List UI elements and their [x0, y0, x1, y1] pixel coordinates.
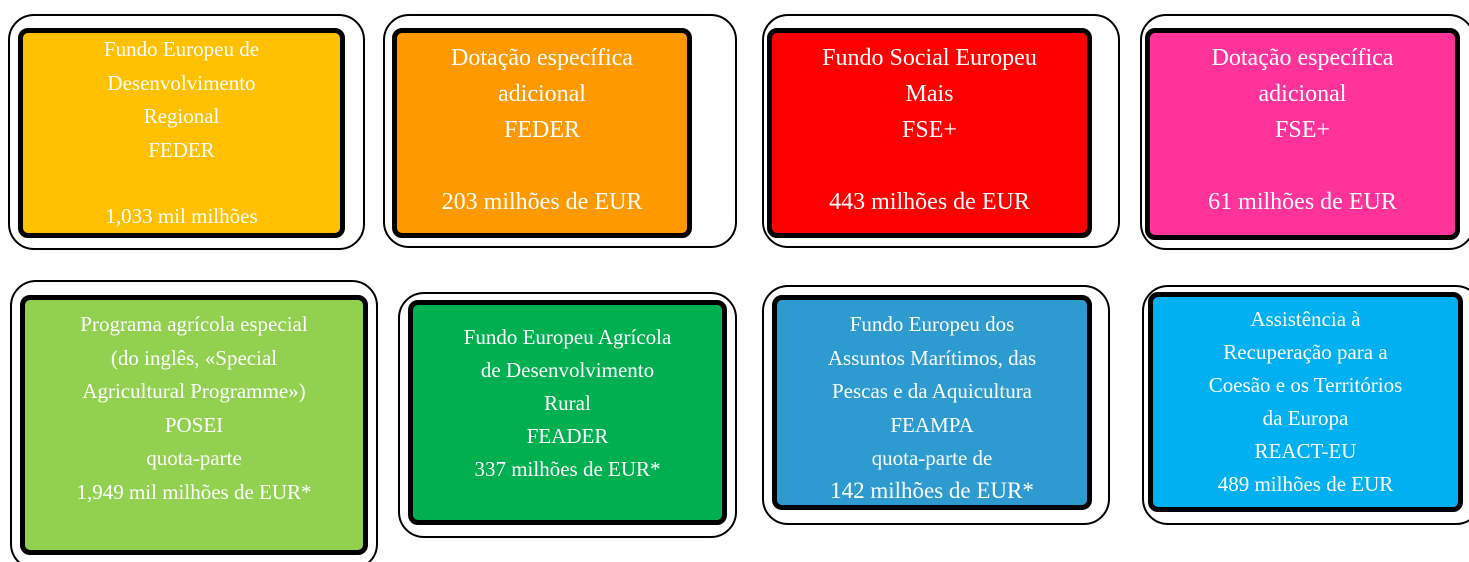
card-label: adicional — [498, 80, 586, 107]
card-label: FSE+ — [902, 116, 957, 143]
card-label: Mais — [905, 80, 954, 107]
card-amount: 337 milhões de EUR* — [474, 457, 661, 482]
card-label: FEAMPA — [890, 412, 974, 437]
card-label: Agricultural Programme») — [82, 379, 306, 404]
card-label: Rural — [544, 391, 591, 416]
card-label: quota-parte — [146, 446, 242, 471]
card-label: de Desenvolvimento — [480, 358, 655, 383]
card-label: REACT-EU — [1254, 439, 1357, 464]
card-label: Assistência à — [1250, 307, 1361, 332]
card-amount: 203 milhões de EUR — [441, 188, 643, 215]
card-label: Assuntos Marítimos, das — [827, 345, 1037, 370]
card-label: Fundo Social Europeu — [822, 44, 1037, 71]
card-amount: 489 milhões de EUR — [1217, 472, 1394, 497]
card-label: FEDER — [148, 137, 215, 162]
card-amount: 142 milhões de EUR* — [830, 477, 1034, 503]
card-label: adicional — [1258, 80, 1347, 107]
card-label: Regional — [143, 104, 220, 129]
card-label: FSE+ — [1275, 116, 1330, 143]
card: Assistência à Recuperação para a Coesão e … — [1148, 292, 1463, 512]
card: Fundo Social Europeu Mais FSE+ 443 milhões … — [767, 28, 1092, 238]
card: Fundo Europeu Agrícola de Desenvolvimento… — [408, 300, 727, 525]
card-label: Desenvolvimento — [107, 70, 256, 95]
card-label: POSEI — [164, 412, 224, 437]
card-label: Pescas e da Aquicultura — [831, 379, 1033, 404]
card-amount: 1,949 mil milhões de EUR* — [76, 479, 312, 504]
card: Fundo Europeu de Desenvolvimento Regional F… — [18, 28, 345, 238]
card-amount: 443 milhões de EUR — [829, 188, 1030, 215]
card-label: Dotação específica — [1211, 44, 1394, 71]
card-label: Fundo Europeu dos — [849, 312, 1015, 337]
card-label: quota-parte de — [871, 446, 993, 471]
card-label: da Europa — [1262, 406, 1349, 431]
card-label: Coesão e os Territórios — [1208, 373, 1403, 398]
card: Fundo Europeu dos Assuntos Marítimos, das… — [772, 295, 1092, 510]
card-label: (do inglês, «Special — [110, 345, 278, 370]
card-label: FEADER — [526, 424, 609, 449]
card-label: Fundo Europeu de — [103, 37, 260, 62]
card-label: Dotação específica — [451, 44, 633, 71]
card-label: FEDER — [503, 116, 580, 143]
card-amount: 1,033 mil milhões — [105, 204, 258, 229]
card-amount: 61 milhões de EUR — [1208, 188, 1397, 215]
card-label: Programa agrícola especial — [80, 312, 308, 337]
card-label: Fundo Europeu Agrícola — [463, 325, 672, 350]
card-label: Recuperação para a — [1223, 340, 1388, 365]
card: Programa agrícola especial (do inglês, «S… — [20, 295, 368, 555]
card: Dotação específica adicional FSE+ 61 milhõe… — [1145, 28, 1460, 240]
card: Dotação específica adicional FEDER 203 milh… — [392, 28, 692, 238]
